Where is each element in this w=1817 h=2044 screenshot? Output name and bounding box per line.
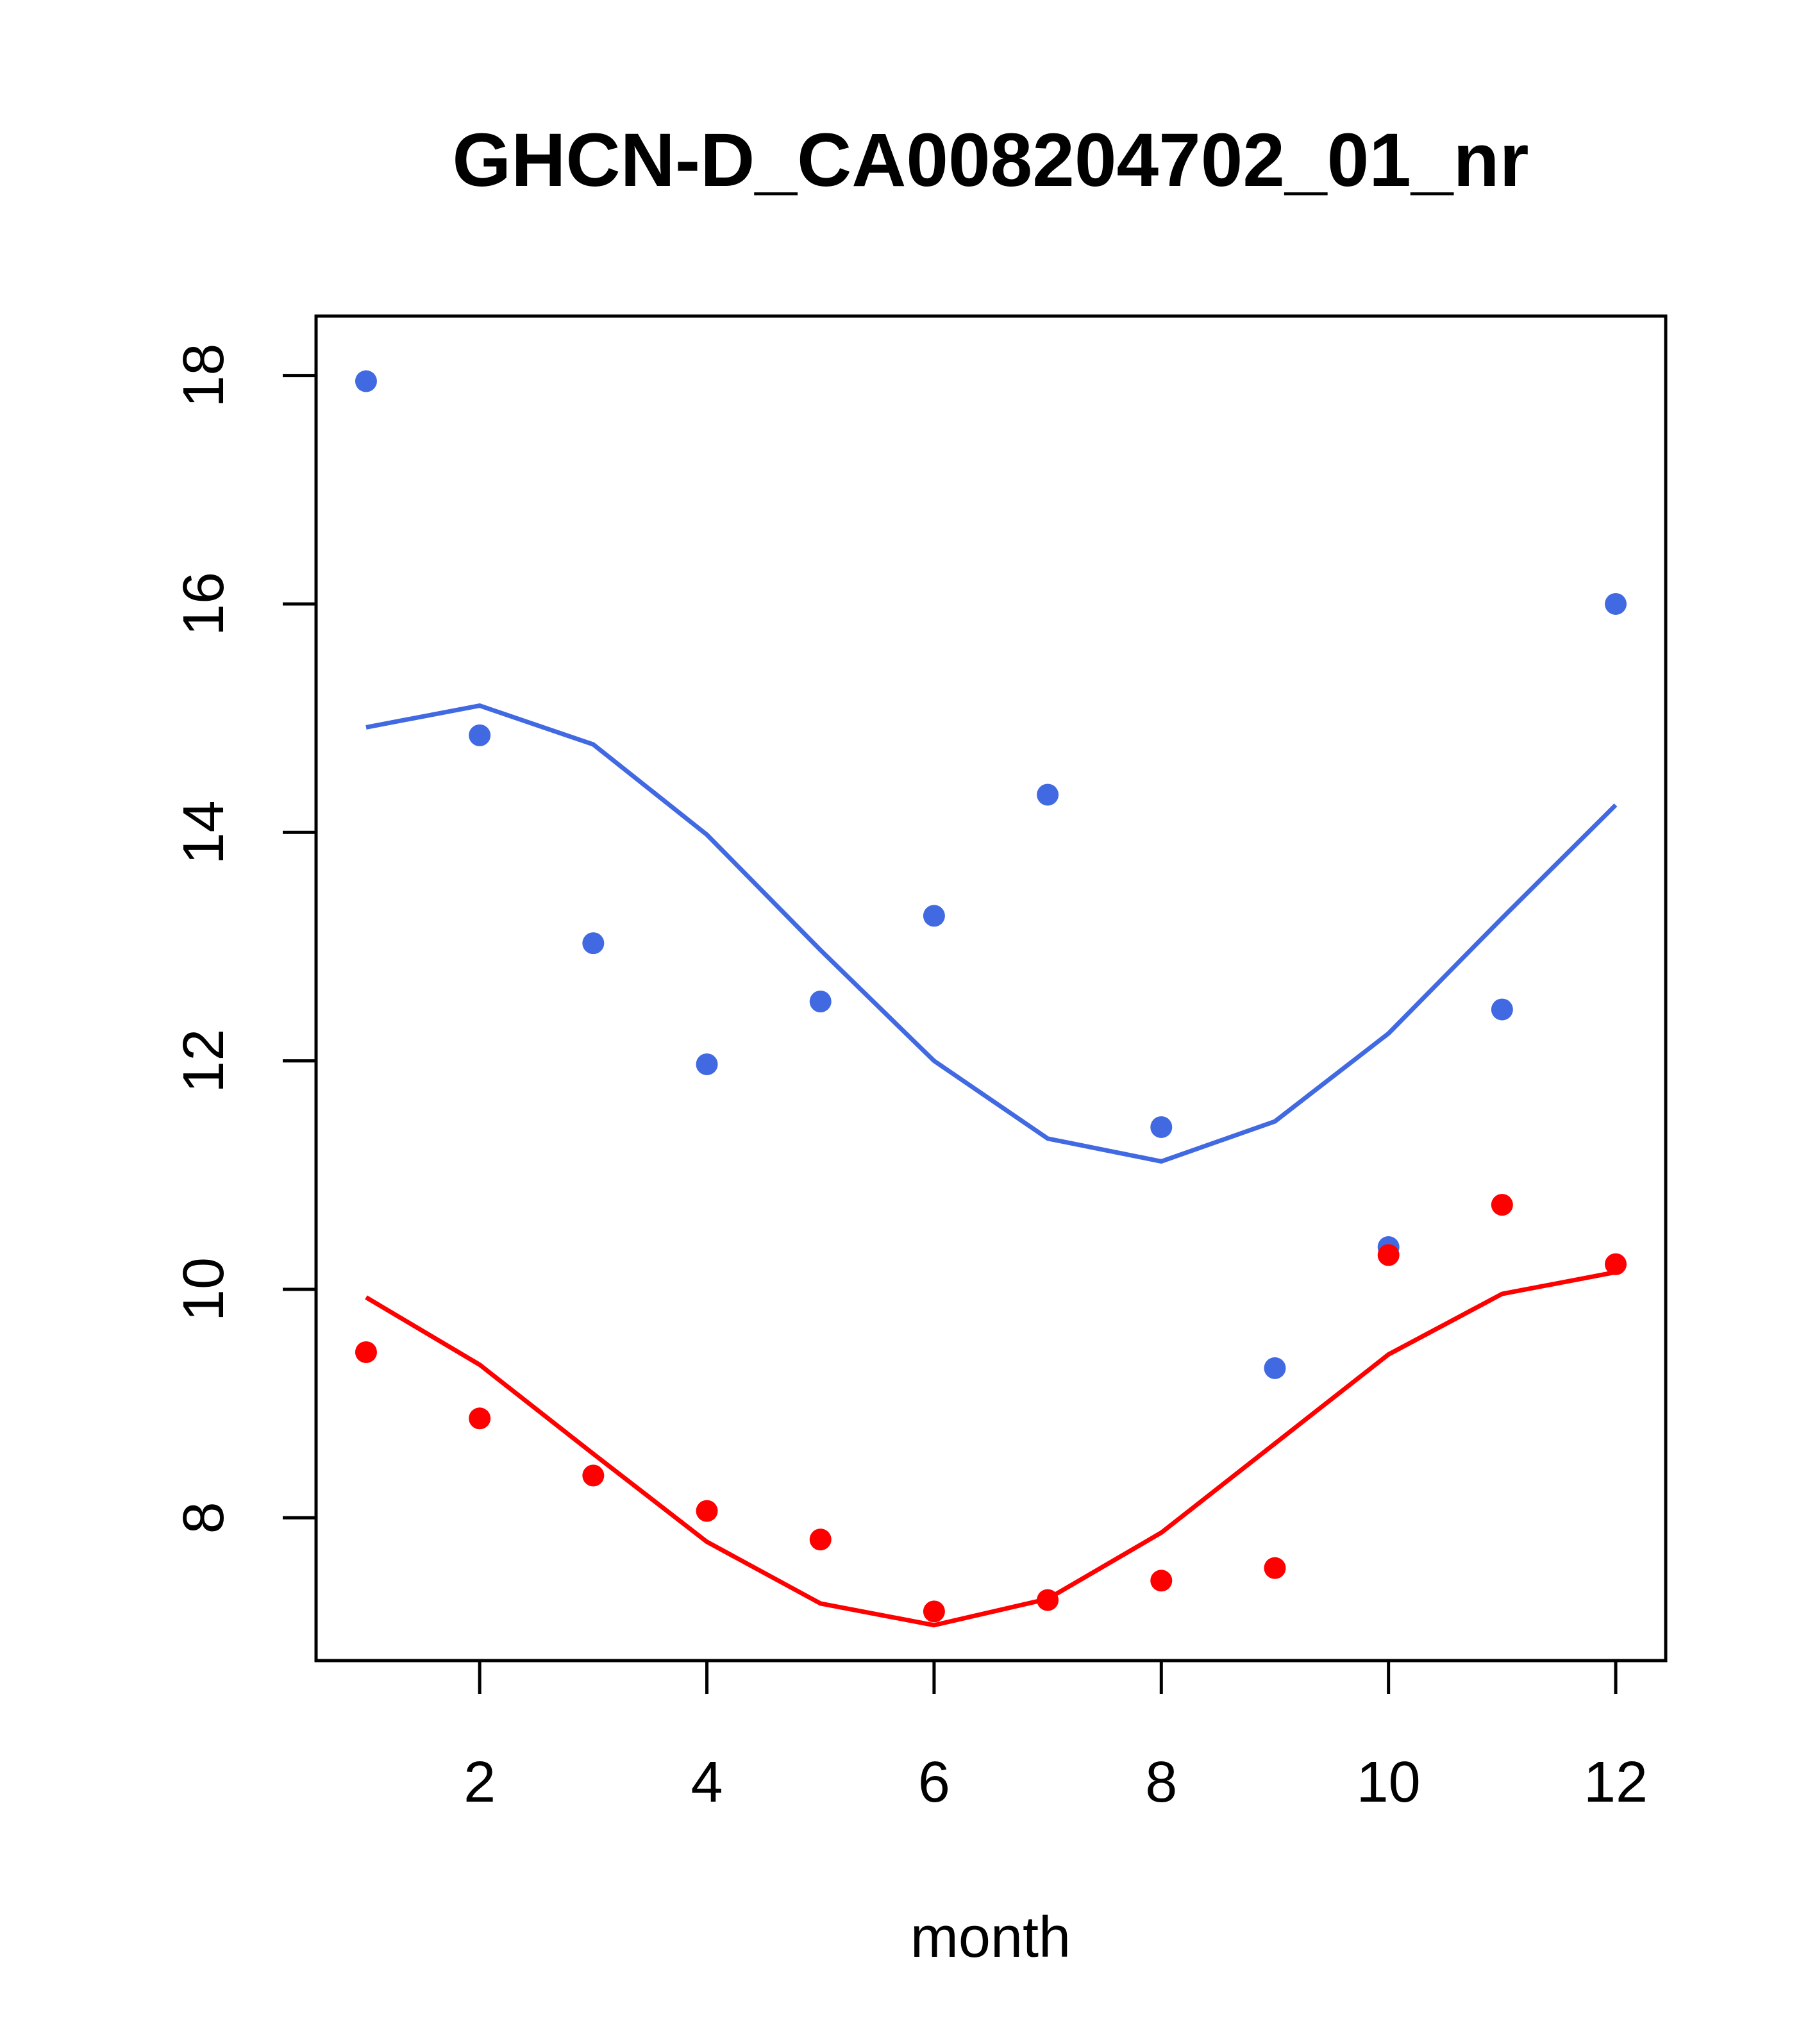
x-axis: 2 4 6 8 10 12 xyxy=(464,1659,1648,1814)
y-tick-label: 8 xyxy=(172,1502,236,1534)
series-1-point xyxy=(469,724,491,746)
x-tick-label: 4 xyxy=(691,1750,723,1814)
series-1-point xyxy=(923,905,945,927)
series-2-point xyxy=(469,1407,491,1430)
series-layer xyxy=(355,370,1627,1628)
series-2-point xyxy=(1377,1244,1400,1266)
x-tick-label: 8 xyxy=(1145,1750,1177,1814)
series-1-point xyxy=(1037,783,1059,806)
series-2-point xyxy=(923,1600,945,1623)
x-tick-label: 2 xyxy=(464,1750,496,1814)
x-axis-label: month xyxy=(910,1906,1071,1970)
series-1-point xyxy=(696,1053,718,1075)
series-1-point xyxy=(1150,1116,1173,1138)
series-1-point xyxy=(1491,998,1513,1021)
y-tick-label: 12 xyxy=(172,1029,236,1093)
series-1-point xyxy=(355,370,377,392)
x-tick-label: 10 xyxy=(1357,1750,1421,1814)
chart-title: GHCN-D_CA008204702_01_nr xyxy=(452,118,1528,203)
y-axis: 8 10 12 14 16 18 xyxy=(172,344,318,1534)
series-1-point xyxy=(809,990,832,1012)
plot-frame xyxy=(314,314,1668,1663)
series-2-point xyxy=(582,1464,605,1487)
series-2-point xyxy=(1037,1589,1059,1611)
series-2-point xyxy=(809,1529,832,1551)
x-tick-label: 12 xyxy=(1584,1750,1648,1814)
series-2-point xyxy=(696,1500,718,1522)
series-2-point xyxy=(1150,1570,1173,1592)
series-1-line xyxy=(365,703,1618,1164)
y-tick-label: 10 xyxy=(172,1257,236,1321)
series-1-point xyxy=(1264,1357,1286,1379)
series-1-point xyxy=(1605,592,1627,615)
y-tick-label: 16 xyxy=(172,572,236,636)
y-tick-label: 18 xyxy=(172,344,236,408)
series-2-point xyxy=(355,1341,377,1363)
series-2-line xyxy=(365,1269,1616,1628)
series-2-point xyxy=(1605,1253,1627,1275)
y-tick-label: 14 xyxy=(172,800,236,864)
x-tick-label: 6 xyxy=(918,1750,950,1814)
series-2-point xyxy=(1491,1194,1513,1216)
series-2-point xyxy=(1264,1557,1286,1579)
series-1-point xyxy=(582,932,605,955)
